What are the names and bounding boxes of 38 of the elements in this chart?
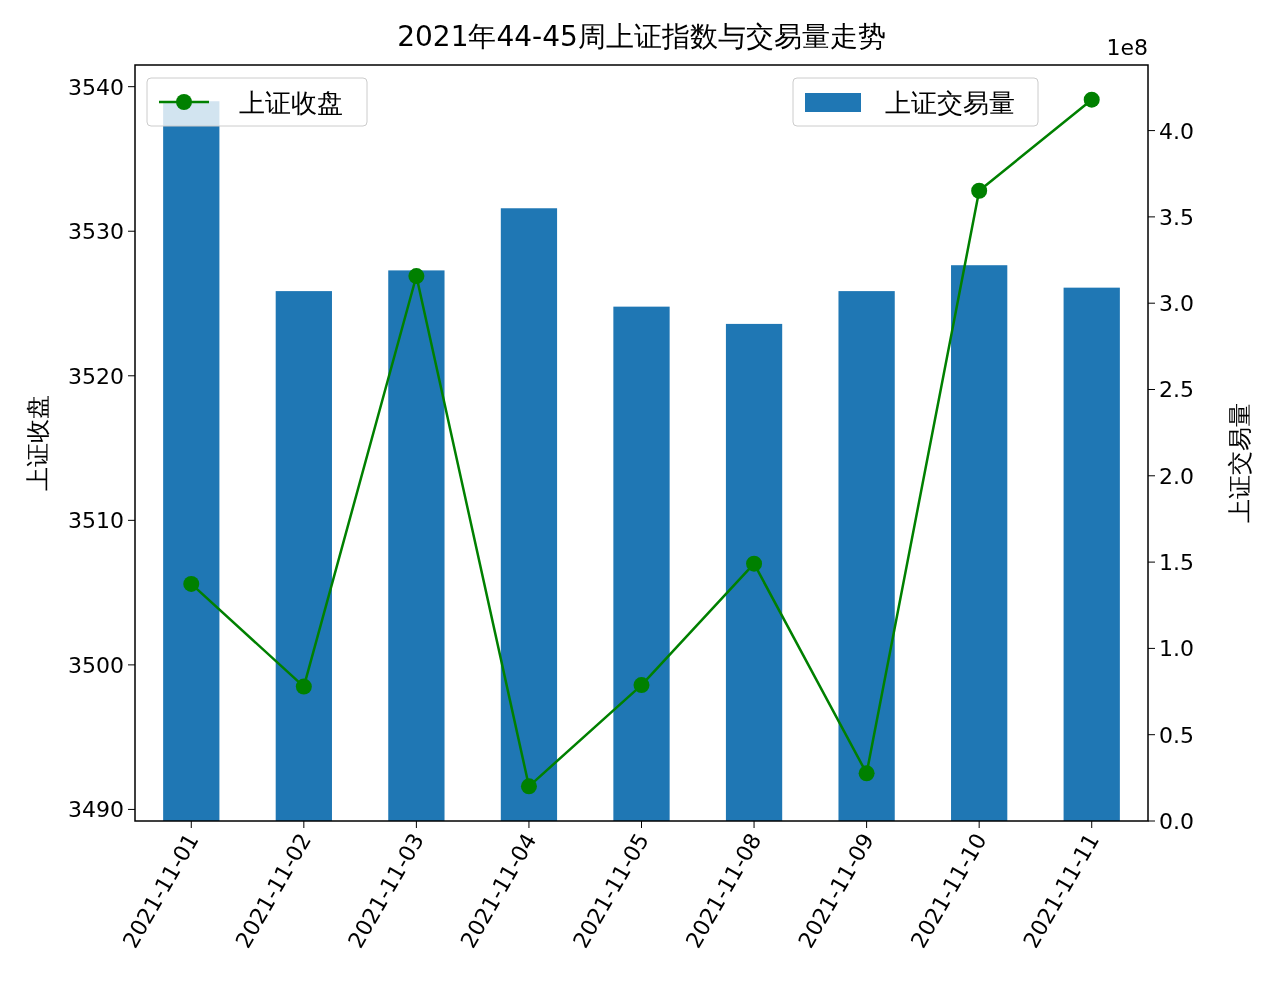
legend-label: 上证收盘 [239,88,343,118]
point [971,182,988,199]
bar [613,306,670,821]
text: 1e8 [1106,35,1148,60]
bar [725,323,783,821]
y2-tick-label: 4.0 [1159,118,1194,144]
point [1083,91,1100,108]
y-axis-title: 上证收盘 [24,395,52,491]
point [408,268,425,285]
point [633,677,650,694]
y2-tick-label: 2.0 [1159,463,1194,489]
legend-label: 上证交易量 [885,88,1015,118]
y2-tick-label: 0.5 [1159,722,1194,748]
bar [838,291,895,821]
y-tick-label: 3490 [68,797,124,823]
bar [951,265,1008,821]
y2-tick-label: 3.5 [1159,204,1194,230]
y2-tick-label: 3.0 [1159,291,1194,317]
y-tick-label: 3540 [68,74,124,100]
y2-tick-label: 2.5 [1159,377,1194,403]
y2-axis-title: 上证交易量 [1226,403,1254,523]
chart-title: 2021年44-45周上证指数与交易量走势 [397,20,886,53]
bar [1063,287,1120,821]
y-tick-label: 3520 [68,363,124,389]
y-tick-label: 3500 [68,652,124,678]
point [746,555,763,572]
bar [500,208,558,821]
point [520,778,537,795]
point [295,678,312,695]
bar [275,291,332,821]
y2-tick-label: 1.0 [1159,636,1194,662]
point [858,765,875,782]
point [183,575,200,592]
y-tick-label: 3530 [68,219,124,245]
y2-tick-label: 0.0 [1159,809,1194,834]
y-tick-label: 3510 [68,508,124,534]
y2-tick-label: 1.5 [1159,550,1194,576]
bar [388,270,445,821]
